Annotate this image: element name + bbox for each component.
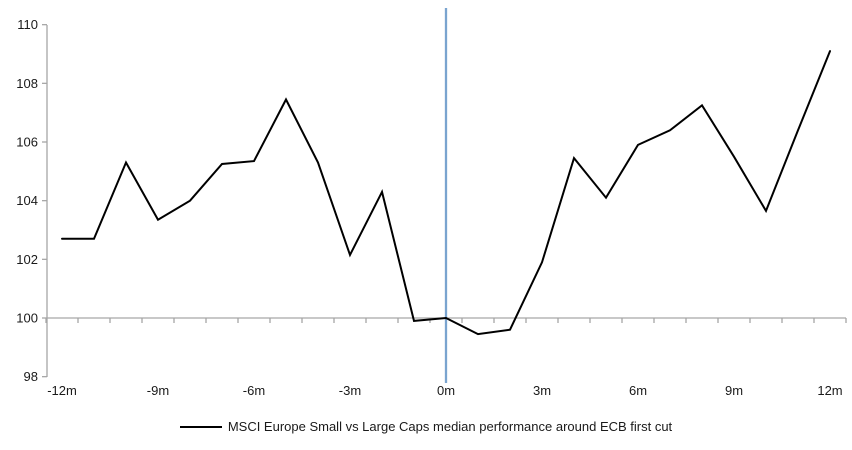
x-tick-label: 12m — [817, 383, 842, 398]
legend-line-swatch — [179, 425, 222, 428]
y-tick-label: 102 — [16, 252, 38, 267]
series-line — [61, 50, 831, 336]
y-tick-label: 108 — [16, 76, 38, 91]
x-tick-label: -12m — [47, 383, 77, 398]
x-tick-label: -6m — [243, 383, 265, 398]
legend: MSCI Europe Small vs Large Caps median p… — [0, 419, 852, 434]
x-tick-label: 3m — [533, 383, 551, 398]
x-tick-label: 9m — [725, 383, 743, 398]
x-tick-label: 6m — [629, 383, 647, 398]
y-tick-label: 110 — [17, 17, 38, 32]
y-tick-label: 106 — [16, 135, 38, 150]
y-tick-label: 104 — [16, 193, 38, 208]
legend-series-label: MSCI Europe Small vs Large Caps median p… — [227, 419, 673, 434]
y-tick-label: 100 — [16, 311, 38, 326]
x-tick-label: 0m — [437, 383, 455, 398]
x-tick-label: -3m — [339, 383, 361, 398]
x-tick-label: -9m — [147, 383, 169, 398]
y-tick-label: 98 — [24, 369, 38, 384]
